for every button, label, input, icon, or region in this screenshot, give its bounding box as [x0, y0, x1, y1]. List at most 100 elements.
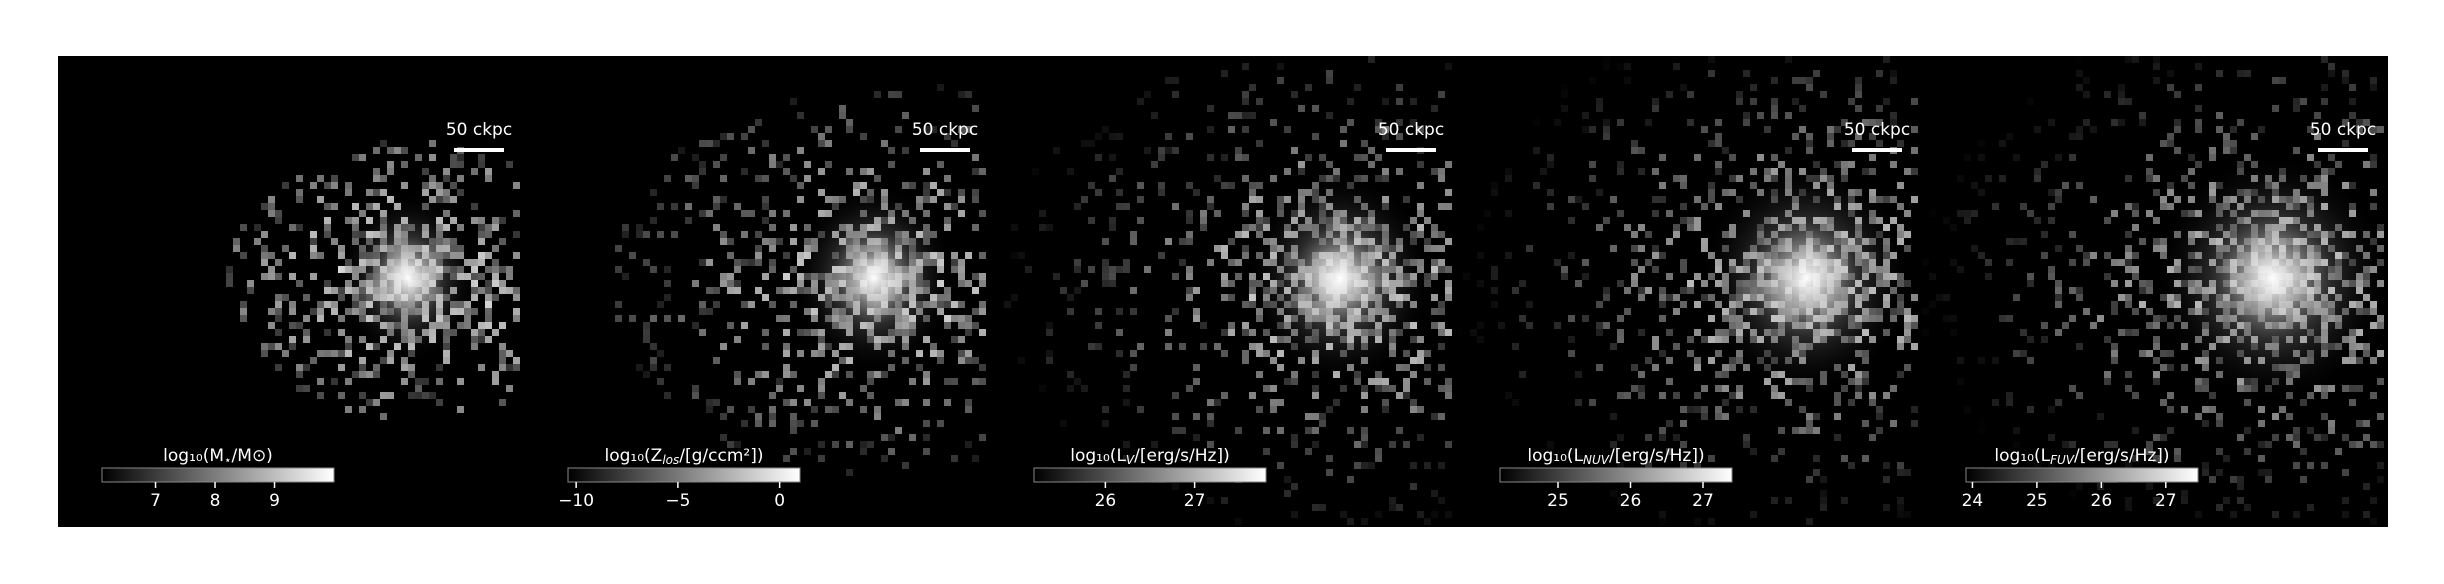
pixel [657, 231, 664, 238]
pixel [1596, 301, 1603, 308]
pixel [2258, 455, 2265, 462]
pixel [923, 182, 930, 189]
pixel [1235, 231, 1242, 238]
pixel [1575, 455, 1582, 462]
pixel [1109, 224, 1116, 231]
pixel [2265, 469, 2272, 476]
pixel [1890, 77, 1897, 84]
pixel [755, 119, 762, 126]
pixel [1813, 413, 1820, 420]
pixel [1666, 273, 1673, 280]
pixel [1568, 315, 1575, 322]
pixel [2300, 448, 2307, 455]
pixel [303, 385, 310, 392]
pixel [615, 266, 622, 273]
pixel [1526, 322, 1533, 329]
pixel [2258, 420, 2265, 427]
pixel [1645, 287, 1652, 294]
pixel [2013, 483, 2020, 490]
pixel [1221, 350, 1228, 357]
pixel [1326, 455, 1333, 462]
pixel [706, 406, 713, 413]
pixel [846, 168, 853, 175]
pixel [1410, 406, 1417, 413]
pixel [1431, 259, 1438, 266]
pixel [1897, 203, 1904, 210]
pixel [1151, 441, 1158, 448]
pixel [492, 266, 499, 273]
pixel [1242, 357, 1249, 364]
pixel [1883, 98, 1890, 105]
pixel [275, 315, 282, 322]
pixel [1011, 294, 1018, 301]
pixel [1694, 392, 1701, 399]
pixel [1438, 168, 1445, 175]
pixel [1088, 343, 1095, 350]
pixel [2244, 504, 2251, 511]
pixel [478, 287, 485, 294]
pixel [979, 252, 986, 259]
pixel [1715, 371, 1722, 378]
pixel [958, 259, 965, 266]
pixel [1312, 105, 1319, 112]
pixel [1582, 315, 1589, 322]
pixel [1652, 98, 1659, 105]
pixel [769, 161, 776, 168]
pixel [1638, 329, 1645, 336]
scale-bar-label: 50 ckpc [1844, 120, 1910, 140]
pixel [734, 203, 741, 210]
pixel [1617, 315, 1624, 322]
pixel [1116, 133, 1123, 140]
pixel [2293, 462, 2300, 469]
pixel [2342, 70, 2349, 77]
pixel [1382, 378, 1389, 385]
pixel [1368, 161, 1375, 168]
pixel [720, 280, 727, 287]
pixel [1382, 385, 1389, 392]
pixel [1368, 378, 1375, 385]
pixel [1659, 294, 1666, 301]
pixel [1624, 308, 1631, 315]
pixel [1659, 182, 1666, 189]
pixel [1410, 357, 1417, 364]
pixel [380, 189, 387, 196]
pixel [1172, 413, 1179, 420]
pixel [387, 357, 394, 364]
pixel [2251, 133, 2258, 140]
pixel [1897, 462, 1904, 469]
pixel [1827, 126, 1834, 133]
pixel [930, 343, 937, 350]
pixel [492, 217, 499, 224]
pixel [1403, 364, 1410, 371]
pixel [1624, 287, 1631, 294]
pixel [769, 245, 776, 252]
pixel [1617, 210, 1624, 217]
pixel [1701, 238, 1708, 245]
pixel [923, 126, 930, 133]
pixel [2111, 343, 2118, 350]
pixel [436, 399, 443, 406]
pixel [499, 350, 506, 357]
pixel [1806, 427, 1813, 434]
pixel [324, 301, 331, 308]
pixel [2363, 161, 2370, 168]
pixel [1123, 203, 1130, 210]
pixel [1929, 273, 1936, 280]
pixel [706, 308, 713, 315]
pixel [979, 329, 986, 336]
pixel [1109, 266, 1116, 273]
pixel [331, 308, 338, 315]
pixel [1978, 427, 1985, 434]
pixel [2167, 189, 2174, 196]
pixel [706, 399, 713, 406]
pixel [240, 224, 247, 231]
pixel [1869, 392, 1876, 399]
pixel [443, 196, 450, 203]
pixel [2370, 518, 2377, 525]
pixel [1319, 420, 1326, 427]
pixel [1081, 280, 1088, 287]
pixel [762, 175, 769, 182]
pixel [1165, 77, 1172, 84]
pixel [2132, 329, 2139, 336]
pixel [1624, 77, 1631, 84]
